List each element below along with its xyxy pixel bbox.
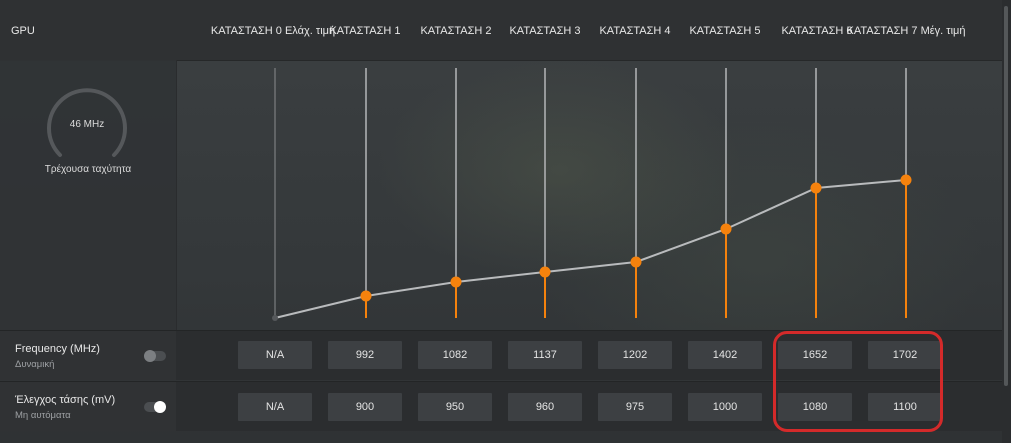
current-speed-label: Τρέχουσα ταχύτητα bbox=[44, 164, 132, 175]
state-3-label: ΚΑΤΑΣΤΑΣΗ 3 bbox=[509, 25, 581, 37]
frequency-row: Frequency (MHz) Δυναμική N/A 992 1082 11… bbox=[0, 330, 1011, 380]
frequency-row-label-area: Frequency (MHz) Δυναμική bbox=[0, 331, 176, 380]
state-4-label: ΚΑΤΑΣΤΑΣΗ 4 bbox=[599, 25, 671, 37]
frequency-state-2-field[interactable]: 1082 bbox=[418, 341, 492, 369]
voltage-mode: Μη αυτόματα bbox=[15, 410, 71, 421]
state-7-label: ΚΑΤΑΣΤΑΣΗ 7 Μέγ. τιμή bbox=[846, 25, 966, 37]
voltage-state-1-field[interactable]: 900 bbox=[328, 393, 402, 421]
voltage-state-3-field[interactable]: 960 bbox=[508, 393, 582, 421]
state-3-handle[interactable] bbox=[539, 266, 551, 278]
frequency-state-3-field[interactable]: 1137 bbox=[508, 341, 582, 369]
frequency-mode: Δυναμική bbox=[15, 359, 55, 370]
frequency-state-6-field[interactable]: 1652 bbox=[778, 341, 852, 369]
voltage-row: Έλεγχος τάσης (mV) Μη αυτόματα N/A 900 9… bbox=[0, 381, 1011, 431]
gauge-value: 46 MHz bbox=[69, 119, 105, 130]
state-4-handle[interactable] bbox=[630, 256, 642, 268]
frequency-state-7-field[interactable]: 1702 bbox=[868, 341, 942, 369]
state-0-label: ΚΑΤΑΣΤΑΣΗ 0 Ελάχ. τιμή bbox=[210, 25, 336, 37]
state-5-label: ΚΑΤΑΣΤΑΣΗ 5 bbox=[689, 25, 761, 37]
frequency-state-0-field[interactable]: N/A bbox=[238, 341, 312, 369]
frequency-state-4-field[interactable]: 1202 bbox=[598, 341, 672, 369]
frequency-state-1-field[interactable]: 992 bbox=[328, 341, 402, 369]
state-0-handle bbox=[272, 315, 278, 321]
voltage-state-7-field[interactable]: 1100 bbox=[868, 393, 942, 421]
toggle-knob bbox=[154, 401, 166, 413]
curve-line bbox=[274, 179, 907, 319]
voltage-row-label-area: Έλεγχος τάσης (mV) Μη αυτόματα bbox=[0, 382, 176, 431]
voltage-state-2-field[interactable]: 950 bbox=[418, 393, 492, 421]
frequency-title: Frequency (MHz) bbox=[15, 343, 100, 355]
voltage-state-0-field[interactable]: N/A bbox=[238, 393, 312, 421]
highlight-annotation bbox=[773, 331, 943, 432]
state-1-handle[interactable] bbox=[360, 290, 372, 302]
state-6-handle[interactable] bbox=[810, 182, 822, 194]
state-7-handle[interactable] bbox=[900, 174, 912, 186]
state-2-label: ΚΑΤΑΣΤΑΣΗ 2 bbox=[420, 25, 492, 37]
state-6-label: ΚΑΤΑΣΤΑΣΗ 6 bbox=[781, 25, 853, 37]
state-2-handle[interactable] bbox=[450, 276, 462, 288]
voltage-title: Έλεγχος τάσης (mV) bbox=[15, 394, 116, 406]
gpu-sidebar bbox=[0, 60, 177, 330]
gpu-label: GPU bbox=[11, 25, 35, 37]
frequency-state-5-field[interactable]: 1402 bbox=[688, 341, 762, 369]
scrollbar-thumb[interactable] bbox=[1004, 6, 1008, 386]
voltage-state-4-field[interactable]: 975 bbox=[598, 393, 672, 421]
frequency-dynamic-toggle[interactable] bbox=[144, 350, 166, 362]
voltage-state-6-field[interactable]: 1080 bbox=[778, 393, 852, 421]
speed-gauge bbox=[47, 88, 127, 157]
voltage-state-5-field[interactable]: 1000 bbox=[688, 393, 762, 421]
header-bar: GPU ΚΑΤΑΣΤΑΣΗ 0 Ελάχ. τιμή ΚΑΤΑΣΤΑΣΗ 1 Κ… bbox=[0, 0, 1011, 61]
state-5-handle[interactable] bbox=[720, 223, 732, 235]
state-1-label: ΚΑΤΑΣΤΑΣΗ 1 bbox=[329, 25, 401, 37]
voltage-manual-toggle[interactable] bbox=[144, 401, 166, 413]
toggle-knob bbox=[144, 350, 156, 362]
